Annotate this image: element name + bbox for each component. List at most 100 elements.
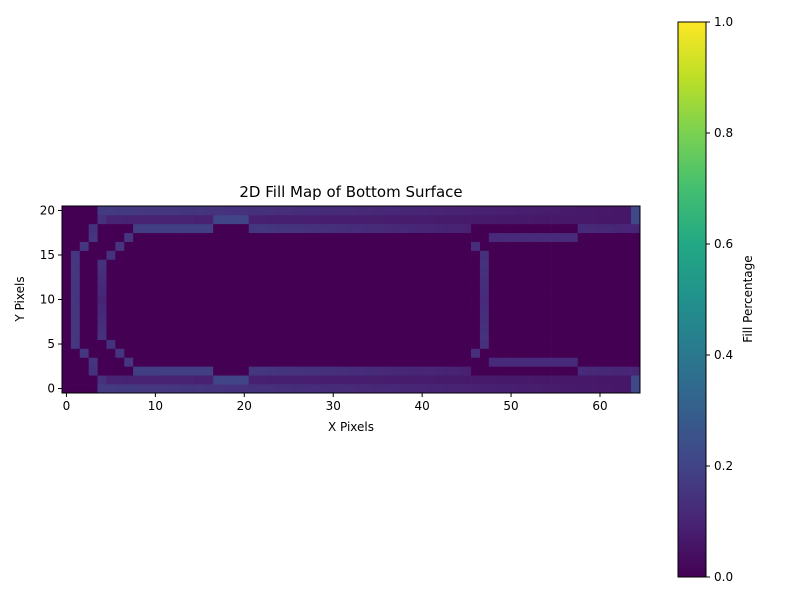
heatmap-cell [586,312,596,323]
heatmap-cell [239,250,250,260]
heatmap-cell [284,259,294,269]
heatmap-cell [284,241,294,251]
heatmap-cell [79,303,90,314]
heatmap-cell [577,268,587,278]
heatmap-cell [542,357,552,367]
heatmap-cell [293,286,303,296]
heatmap-cell [186,348,196,358]
heatmap-cell [186,206,196,216]
heatmap-cell [364,223,374,234]
heatmap-cell [124,348,134,358]
heatmap-cell [222,339,232,349]
heatmap-cell [426,312,436,323]
heatmap-cell [471,259,481,269]
heatmap-cell [453,384,463,394]
heatmap-cell [435,321,445,332]
heatmap-cell [328,223,339,234]
heatmap-cell [159,330,170,340]
heatmap-cell [622,303,632,314]
heatmap-cell [577,241,587,251]
heatmap-cell [124,259,134,269]
heatmap-cell [230,295,241,305]
heatmap-cell [568,321,579,332]
heatmap-cell [124,277,134,287]
heatmap-cell [195,241,205,251]
heatmap-cell [293,366,303,376]
heatmap-cell [310,232,321,242]
heatmap-cell [275,250,285,260]
heatmap-cell [133,357,143,367]
heatmap-cell [613,348,623,358]
heatmap-cell [453,223,463,234]
heatmap-cell [488,214,499,225]
heatmap-cell [248,384,258,394]
heatmap-cell [186,375,196,385]
heatmap-cell [488,312,499,323]
heatmap-cell [310,321,321,332]
heatmap-cell [604,366,614,376]
heatmap-cell [524,241,534,251]
heatmap-cell [355,241,365,251]
heatmap-cell [302,214,312,225]
heatmap-cell [568,339,579,349]
heatmap-cell [488,295,499,305]
heatmap-cell [222,375,232,385]
heatmap-cell [382,366,392,376]
heatmap-cell [444,295,454,305]
heatmap-cell [444,286,454,296]
heatmap-cell [159,268,170,278]
heatmap-cell [222,206,232,216]
heatmap-cell [479,384,490,394]
heatmap-cell [248,223,258,234]
x-axis-label: X Pixels [328,420,374,434]
heatmap-cell [319,348,330,358]
heatmap-cell [124,206,134,216]
heatmap-cell [239,303,250,314]
heatmap-cell [604,348,614,358]
heatmap-cell [444,375,454,385]
heatmap-cell [230,366,241,376]
heatmap-cell [106,330,116,340]
heatmap-cell [577,286,587,296]
heatmap-cell [542,214,552,225]
heatmap-cell [337,223,347,234]
heatmap-cell [275,259,285,269]
heatmap-cell [497,277,507,287]
heatmap-cell [373,214,383,225]
heatmap-cell [515,268,525,278]
heatmap-cell [133,223,143,234]
heatmap-cell [524,366,534,376]
heatmap-cell [186,303,196,314]
heatmap-cell [515,375,525,385]
heatmap-cell [471,286,481,296]
heatmap-cell [586,330,596,340]
heatmap-cell [239,286,250,296]
heatmap-cell [204,375,214,385]
heatmap-cell [542,259,552,269]
heatmap-cell [195,295,205,305]
heatmap-cell [613,223,623,234]
heatmap-cell [222,277,232,287]
heatmap-cell [115,241,125,251]
heatmap-cell [373,357,383,367]
heatmap-cell [559,330,570,340]
heatmap-cell [506,321,516,332]
heatmap-cell [337,348,347,358]
y-tick-label: 20 [40,203,55,217]
heatmap-cell [204,286,214,296]
heatmap-cell [373,277,383,287]
heatmap-cell [266,268,276,278]
heatmap-cell [399,330,410,340]
heatmap-cell [355,312,365,323]
heatmap-cell [79,241,90,251]
heatmap-cell [186,312,196,323]
heatmap-cell [533,330,543,340]
heatmap-cell [435,348,445,358]
heatmap-cell [222,259,232,269]
heatmap-cell [568,232,579,242]
heatmap-cell [444,312,454,323]
heatmap-cell [293,348,303,358]
heatmap-cell [488,348,499,358]
heatmap-cell [257,312,267,323]
heatmap-cell [622,223,632,234]
